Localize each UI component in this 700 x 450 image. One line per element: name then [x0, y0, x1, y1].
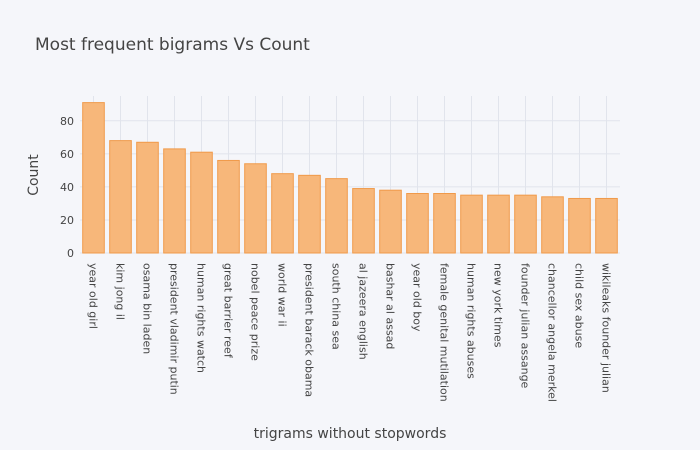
x-tick-label: al jazeera english — [357, 263, 370, 360]
bar[interactable] — [433, 193, 456, 254]
bar[interactable] — [379, 189, 402, 254]
bar[interactable] — [244, 163, 267, 254]
bar[interactable] — [352, 188, 375, 254]
y-tick-label: 0 — [67, 247, 74, 260]
bar[interactable] — [541, 196, 564, 254]
x-tick-label: president barack obama — [303, 263, 316, 397]
x-tick-label: president vladimir putin — [168, 263, 181, 395]
bar[interactable] — [163, 148, 186, 254]
x-tick-label: world war ii — [276, 263, 289, 327]
y-tick-label: 80 — [60, 115, 74, 128]
x-tick-label: great barrier reef — [222, 263, 235, 359]
x-tick-label: wikileaks founder julian — [600, 263, 613, 393]
x-tick-label: human rights watch — [195, 263, 208, 373]
bar[interactable] — [514, 194, 537, 254]
x-tick-label: nobel peace prize — [249, 263, 262, 361]
x-tick-label: female genital mutilation — [438, 263, 451, 402]
bar[interactable] — [298, 174, 321, 254]
bar[interactable] — [568, 197, 591, 254]
x-tick-label: chancellor angela merkel — [546, 263, 559, 402]
y-axis-ticks: 0 20 40 60 80 — [60, 115, 74, 260]
bar[interactable] — [325, 178, 348, 254]
x-tick-label: human rights abuses — [465, 263, 478, 379]
y-tick-label: 20 — [60, 214, 74, 227]
y-tick-label: 60 — [60, 148, 74, 161]
y-tick-label: 40 — [60, 181, 74, 194]
x-tick-label: south china sea — [330, 263, 343, 350]
x-tick-label: year old boy — [411, 263, 424, 332]
bar[interactable] — [406, 193, 429, 254]
bars — [82, 102, 618, 254]
bar[interactable] — [595, 197, 618, 254]
x-tick-label: bashar al assad — [384, 263, 397, 349]
chart-title: Most frequent bigrams Vs Count — [35, 35, 310, 55]
bar[interactable] — [190, 151, 213, 254]
x-tick-label: year old girl — [87, 263, 100, 329]
gridlines — [80, 96, 620, 254]
bar[interactable] — [271, 173, 294, 254]
x-tick-label: kim jong il — [114, 263, 127, 320]
y-axis-title: Count — [26, 154, 42, 196]
x-tick-label: new york times — [492, 263, 505, 348]
x-axis-ticks: year old girl kim jong il osama bin laden p… — [87, 263, 613, 402]
bar[interactable] — [82, 102, 105, 254]
bar[interactable] — [487, 194, 510, 254]
bar[interactable] — [136, 141, 159, 254]
bar[interactable] — [217, 159, 240, 254]
bar[interactable] — [109, 140, 132, 254]
x-tick-label: founder julian assange — [519, 263, 532, 389]
bar[interactable] — [460, 194, 483, 254]
x-tick-label: osama bin laden — [141, 263, 154, 354]
x-tick-label: child sex abuse — [573, 263, 586, 348]
x-axis-title: trigrams without stopwords — [254, 426, 447, 442]
